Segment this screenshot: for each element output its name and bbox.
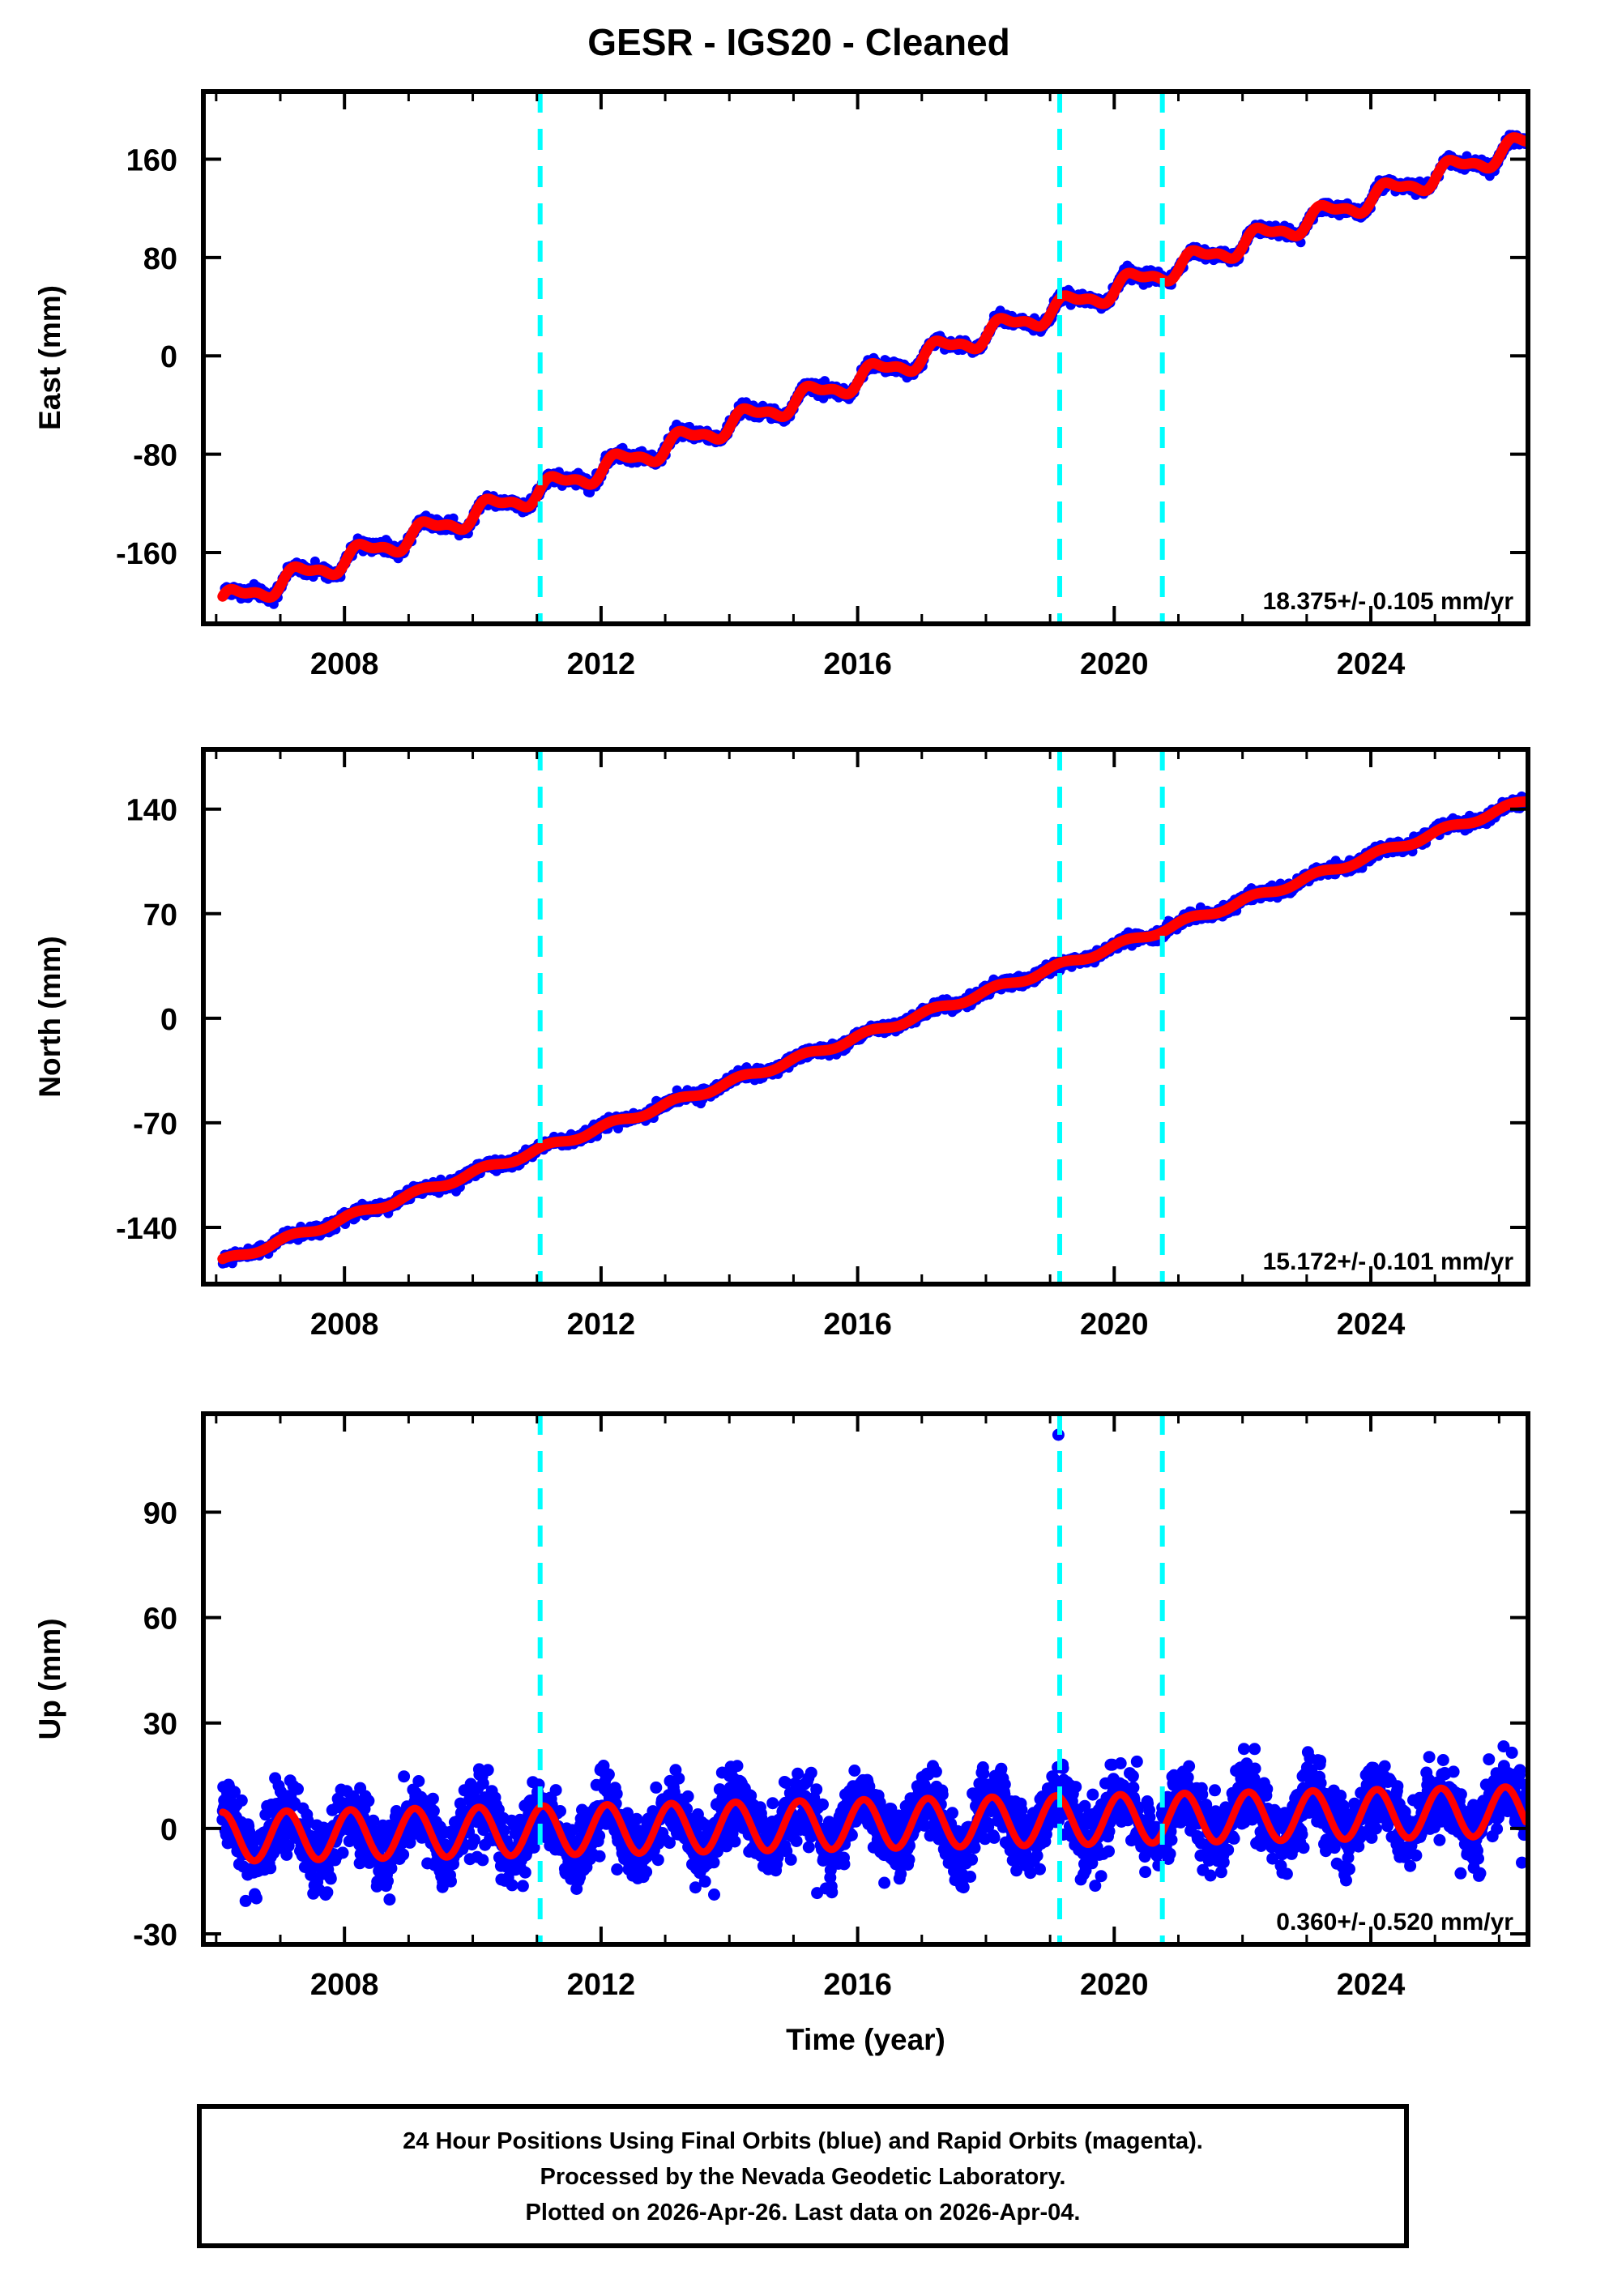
page-title: GESR - IGS20 - Cleaned [587, 21, 1009, 63]
panel-east: -160 -80 0 80 160 2008 2012 2016 2020 2024 East (m… [33, 89, 1530, 681]
model-fit-line-east [217, 132, 1528, 604]
xtick-label-east-4: 2024 [1337, 647, 1406, 681]
xtick-label-east-0: 2008 [310, 647, 379, 681]
xtick-label-east-2: 2016 [823, 647, 892, 681]
rate-annotation-east: 18.375+/- 0.105 mm/yr [1263, 588, 1514, 615]
xtick-label-east-1: 2012 [567, 647, 636, 681]
ytick-label-east-3: 80 [143, 242, 177, 276]
yaxis-label-east: East (mm) [33, 285, 66, 430]
plot-area-north [217, 749, 1528, 1284]
xtick-label-east-3: 2020 [1080, 647, 1149, 681]
ytick-label-east-0: -160 [116, 537, 177, 571]
ytick-label-east-4: 160 [126, 143, 177, 177]
ytick-label-east-2: 0 [160, 340, 177, 374]
plot-area-east [217, 92, 1528, 624]
ytick-label-east-1: -80 [133, 439, 177, 473]
